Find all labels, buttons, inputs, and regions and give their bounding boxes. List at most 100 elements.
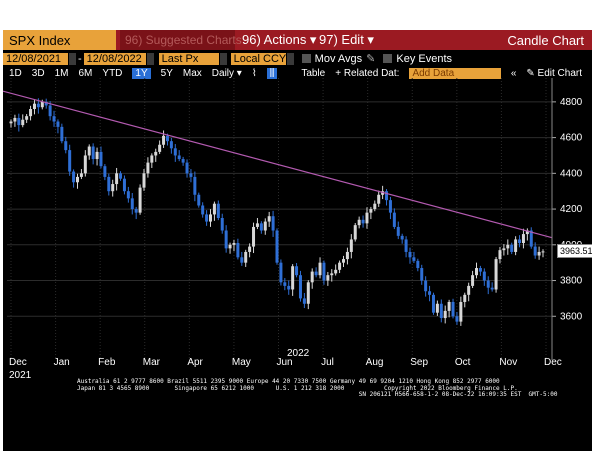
period-3d[interactable]: 3D	[31, 67, 45, 79]
candle	[154, 148, 158, 162]
candle	[32, 99, 36, 115]
candle	[533, 242, 537, 259]
candle-body	[306, 282, 310, 304]
candle	[56, 119, 60, 134]
candle-body	[388, 200, 392, 213]
candle	[21, 114, 25, 128]
period-1m[interactable]: 1M	[54, 67, 69, 79]
start-date-calendar-icon[interactable]	[69, 52, 76, 65]
period-ytd[interactable]: YTD	[102, 67, 123, 79]
candle	[388, 196, 392, 220]
candle-body	[134, 209, 138, 213]
candle-body	[177, 155, 181, 160]
ticker-field[interactable]: SPX Index	[3, 30, 116, 50]
candle	[126, 186, 130, 203]
candle	[87, 144, 91, 160]
key-events-checkbox[interactable]	[383, 54, 393, 63]
candle-body	[25, 116, 29, 120]
candle-body	[326, 275, 330, 281]
y-tick-label: 4200	[560, 204, 583, 215]
candle-body	[142, 173, 146, 188]
candle	[369, 206, 373, 220]
period-1y[interactable]: 1Y	[132, 67, 151, 79]
mov-avgs-checkbox[interactable]	[301, 54, 311, 63]
candle-body	[533, 246, 537, 256]
candle	[173, 144, 177, 162]
edit-menu[interactable]: 97) Edit ▾	[319, 32, 374, 47]
x-tick-label: May	[231, 357, 251, 368]
x-tick-label: Apr	[187, 357, 203, 368]
candle-body	[271, 216, 275, 231]
end-date-input[interactable]: 12/08/2022	[83, 52, 146, 65]
candle	[91, 143, 95, 165]
trendline	[3, 90, 553, 239]
candle-body	[404, 239, 408, 252]
candle-body	[68, 150, 72, 172]
candle-chart-icon[interactable]: ⫼	[266, 67, 278, 79]
currency-select[interactable]: Local CCY	[230, 52, 286, 65]
candle-body	[541, 251, 545, 253]
candle	[279, 259, 283, 286]
currency-dropdown-icon[interactable]	[286, 52, 294, 65]
candle-body	[279, 262, 283, 283]
candle	[318, 257, 322, 279]
candle-body	[99, 151, 103, 167]
mov-avgs-edit-icon[interactable]: ✎	[366, 53, 376, 65]
candle	[107, 173, 111, 196]
start-date-input[interactable]: 12/08/2021	[3, 52, 68, 65]
candle-body	[169, 141, 173, 149]
field-dropdown-icon[interactable]	[219, 52, 227, 65]
actions-menu[interactable]: 96) Actions ▾	[242, 32, 317, 47]
candle-body	[95, 151, 99, 160]
candle-body	[17, 117, 21, 126]
candle-body	[60, 126, 64, 142]
end-date-calendar-icon[interactable]	[146, 52, 154, 65]
candle-body	[338, 262, 342, 270]
line-chart-icon[interactable]: ⌇	[251, 67, 257, 79]
candle-body	[295, 266, 299, 276]
candle-body	[428, 291, 432, 295]
footer-line: Australia 61 2 9777 8600 Brazil 5511 239…	[77, 378, 500, 385]
candle	[451, 298, 455, 319]
bloomberg-footer: Australia 61 2 9777 8600 Brazil 5511 239…	[77, 378, 587, 399]
collapse-icon[interactable]: «	[510, 67, 517, 79]
candle	[349, 234, 353, 259]
period-toolbar: 1D 3D 1M 6M YTD 1Y 5Y Max Daily ▾ ⌇ ⫼ Ta…	[3, 67, 592, 79]
candle-body	[64, 141, 68, 151]
table-button[interactable]: Table	[301, 67, 326, 79]
edit-chart-button[interactable]: ✎ Edit Chart	[526, 67, 582, 79]
candle-body	[240, 257, 244, 263]
candle	[435, 300, 439, 316]
add-data-input[interactable]: Add Data	[409, 67, 501, 79]
key-events-label: Key Events	[396, 52, 453, 65]
candle	[134, 206, 138, 220]
candle	[189, 169, 193, 183]
candle-body	[537, 251, 541, 256]
candle-body	[459, 301, 463, 322]
candle	[119, 171, 123, 181]
period-max[interactable]: Max	[182, 67, 202, 79]
candle-body	[32, 103, 36, 110]
candle	[177, 150, 181, 162]
field-select[interactable]: Last Px	[158, 52, 219, 65]
candle-body	[502, 248, 506, 251]
period-6m[interactable]: 6M	[78, 67, 93, 79]
candle-body	[48, 105, 52, 117]
candle	[291, 264, 295, 296]
candle-body	[193, 176, 197, 195]
suggested-charts-button[interactable]: 96) Suggested Charts	[120, 30, 242, 50]
candle	[138, 184, 142, 215]
period-5y[interactable]: 5Y	[160, 67, 173, 79]
candle	[13, 114, 17, 127]
frequency-select[interactable]: Daily ▾	[211, 67, 242, 79]
candle	[502, 244, 506, 256]
candle	[298, 270, 302, 302]
y-tick-label: 4400	[560, 168, 583, 179]
period-1d[interactable]: 1D	[9, 67, 22, 79]
candle	[361, 215, 365, 228]
candle	[99, 146, 103, 169]
candle	[385, 189, 389, 206]
candle-body	[232, 243, 236, 245]
candle-body	[162, 135, 166, 145]
candle-body	[154, 151, 158, 156]
